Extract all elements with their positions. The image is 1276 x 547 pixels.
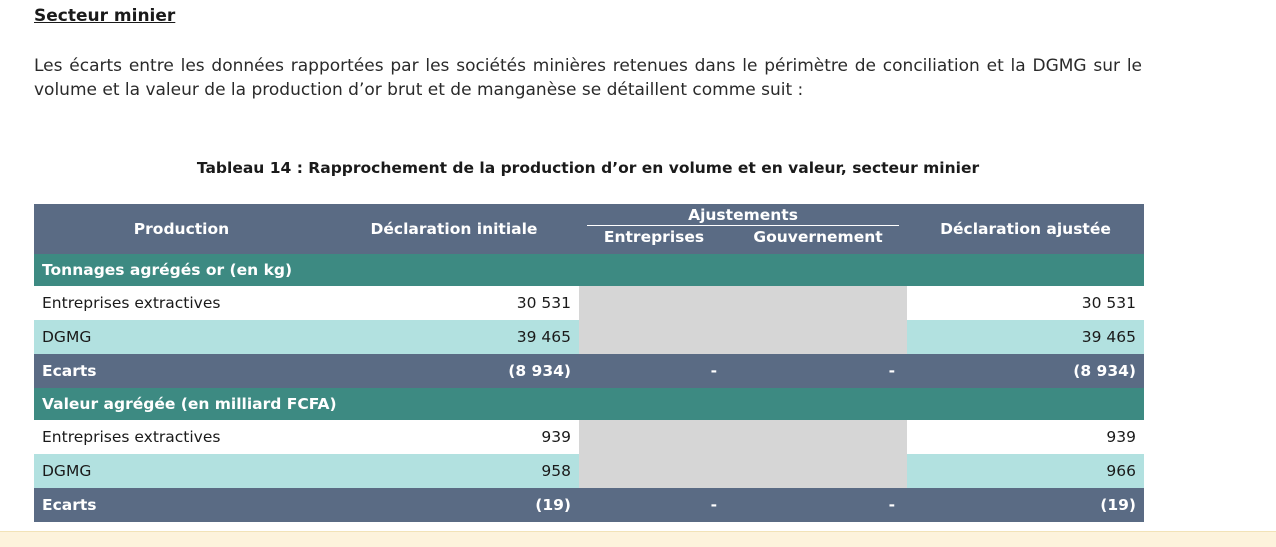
ecarts-row: Ecarts (19) - - (19)	[34, 488, 1145, 522]
section-heading: Secteur minier	[34, 6, 176, 26]
cell-gouvernement	[729, 454, 908, 488]
cell-entreprises: -	[579, 354, 729, 388]
cell-gouvernement	[729, 320, 908, 354]
header-ajustements: Ajustements	[579, 204, 908, 226]
header-declaration-initiale: Déclaration initiale	[329, 204, 579, 254]
cell-initiale: 939	[329, 420, 579, 454]
cell-ajustee: 39 465	[907, 320, 1145, 354]
table-row: DGMG 39 465 39 465	[34, 320, 1145, 354]
ecarts-row: Ecarts (8 934) - - (8 934)	[34, 354, 1145, 388]
cell-gouvernement: -	[729, 354, 908, 388]
cell-initiale: 958	[329, 454, 579, 488]
header-ajustements-label: Ajustements	[587, 206, 900, 226]
intro-paragraph: Les écarts entre les données rapportées …	[34, 56, 1142, 100]
section-title: Tonnages agrégés or (en kg)	[34, 254, 1145, 286]
cell-gouvernement	[729, 286, 908, 320]
cell-initiale: (19)	[329, 488, 579, 522]
cell-ajustee: 939	[907, 420, 1145, 454]
cell-ajustee: (19)	[907, 488, 1145, 522]
cell-ajustee: 30 531	[907, 286, 1145, 320]
table-row: Entreprises extractives 939 939	[34, 420, 1145, 454]
header-entreprises: Entreprises	[579, 226, 729, 254]
row-label: DGMG	[34, 320, 329, 354]
table-header-row: Production Déclaration initiale Ajusteme…	[34, 204, 1145, 254]
table-subheader-row: Entreprises Gouvernement	[34, 226, 1144, 254]
header-production: Production	[34, 204, 329, 254]
cell-initiale: (8 934)	[329, 354, 579, 388]
row-label: Ecarts	[34, 488, 329, 522]
page-footer-band	[0, 531, 1276, 547]
section-row-tonnages: Tonnages agrégés or (en kg)	[34, 254, 1145, 286]
cell-gouvernement	[729, 420, 908, 454]
cell-ajustee: 966	[907, 454, 1145, 488]
cell-gouvernement: -	[729, 488, 908, 522]
row-label: Entreprises extractives	[34, 420, 329, 454]
row-label: Entreprises extractives	[34, 286, 329, 320]
section-row-valeur: Valeur agrégée (en milliard FCFA)	[34, 388, 1145, 420]
cell-entreprises	[579, 320, 729, 354]
cell-initiale: 30 531	[329, 286, 579, 320]
table-row: DGMG 958 966	[34, 454, 1145, 488]
cell-entreprises	[579, 454, 729, 488]
row-label: DGMG	[34, 454, 329, 488]
cell-entreprises: -	[579, 488, 729, 522]
header-declaration-ajustee: Déclaration ajustée	[907, 204, 1145, 254]
table-row: Entreprises extractives 30 531 30 531	[34, 286, 1145, 320]
cell-initiale: 39 465	[329, 320, 579, 354]
cell-entreprises	[579, 420, 729, 454]
header-gouvernement: Gouvernement	[729, 226, 908, 254]
table-caption: Tableau 14 : Rapprochement de la product…	[196, 159, 980, 177]
cell-entreprises	[579, 286, 729, 320]
row-label: Ecarts	[34, 354, 329, 388]
section-title: Valeur agrégée (en milliard FCFA)	[34, 388, 1145, 420]
cell-ajustee: (8 934)	[907, 354, 1145, 388]
reconciliation-table: Production Déclaration initiale Ajusteme…	[34, 204, 1145, 522]
